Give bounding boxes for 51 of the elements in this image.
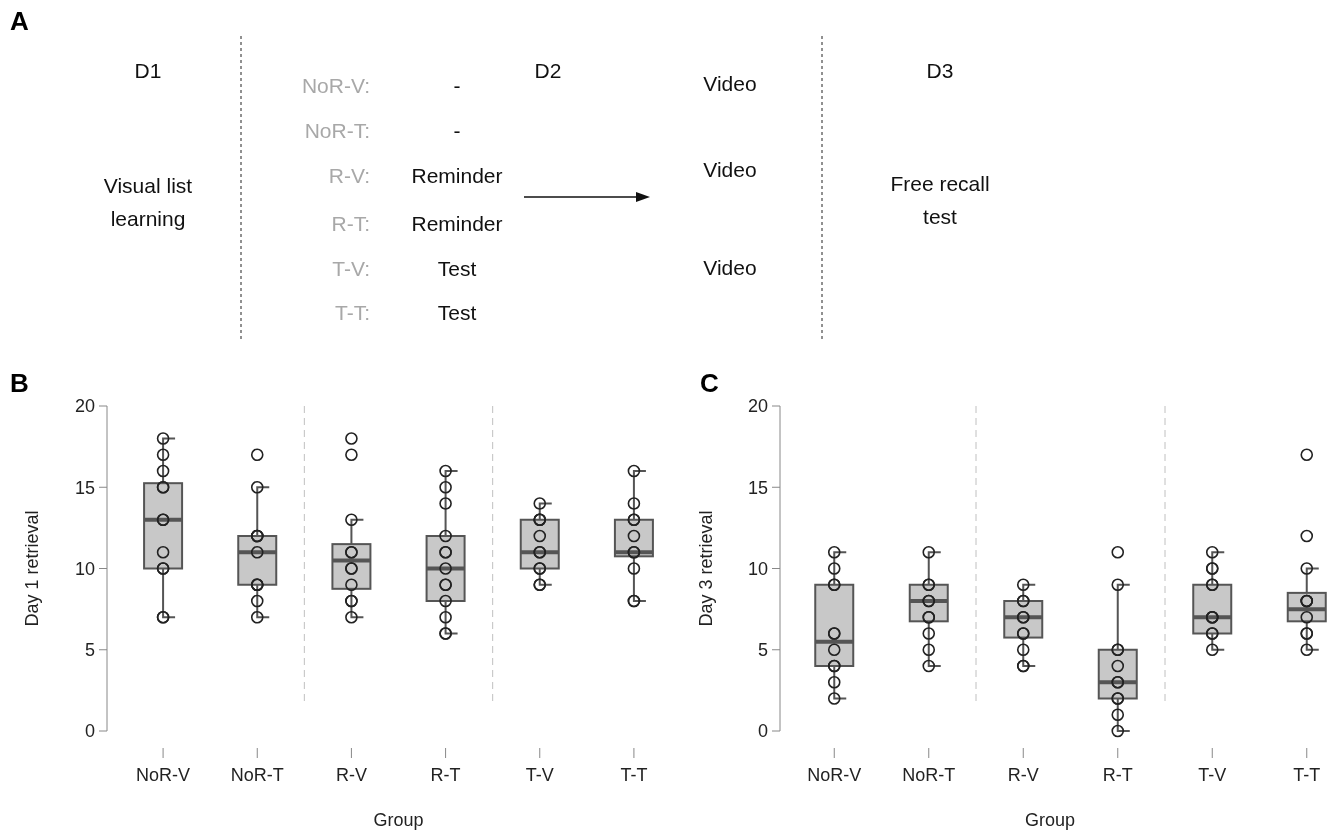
x-tick-label: NoR-V xyxy=(136,765,191,785)
x-tick-label: NoR-T xyxy=(902,765,956,785)
text: Reminder xyxy=(411,164,503,187)
y-tick-label: 10 xyxy=(74,558,95,579)
y-axis-title: Day 1 retrieval xyxy=(22,510,42,627)
x-tick-label: R-V xyxy=(335,765,367,785)
text: Test xyxy=(437,257,477,280)
x-tick-label: R-V xyxy=(1007,765,1039,785)
x-axis-title: Group xyxy=(1024,810,1076,830)
chart-title: C xyxy=(700,368,719,398)
text: D1 xyxy=(134,59,162,82)
x-tick-label: R-T xyxy=(430,765,461,785)
y-tick-label: 5 xyxy=(757,640,768,661)
text: Reminder xyxy=(411,212,503,235)
x-tick-label: T-V xyxy=(1198,765,1227,785)
text: Free recall xyxy=(890,172,990,195)
x-tick-label: R-T xyxy=(1102,765,1133,785)
y-tick-label: 15 xyxy=(74,477,95,498)
text: Video xyxy=(703,256,757,279)
text: - xyxy=(453,74,461,97)
text: R-V: xyxy=(328,164,370,187)
text: learning xyxy=(110,207,186,230)
text: A xyxy=(10,6,29,36)
y-tick-label: 20 xyxy=(74,396,95,417)
text: R-T: xyxy=(331,212,370,235)
text: Test xyxy=(437,301,477,324)
y-tick-label: 5 xyxy=(84,640,95,661)
x-tick-label: T-V xyxy=(525,765,554,785)
text: NoR-V: xyxy=(301,74,370,97)
text: Visual list xyxy=(103,174,193,197)
text: Video xyxy=(703,158,757,181)
text: T-T: xyxy=(335,301,370,324)
chart-title: B xyxy=(10,368,29,398)
y-tick-label: 20 xyxy=(747,396,768,417)
text: - xyxy=(453,119,461,142)
x-axis-title: Group xyxy=(373,810,424,830)
text: D2 xyxy=(534,59,562,82)
y-tick-label: 10 xyxy=(747,558,768,579)
y-tick-label: 0 xyxy=(84,721,95,742)
text: NoR-T: xyxy=(304,119,370,142)
text: test xyxy=(923,205,958,228)
x-tick-label: NoR-V xyxy=(807,765,862,785)
text: D3 xyxy=(926,59,954,82)
x-tick-label: T-T xyxy=(620,765,648,785)
y-tick-label: 15 xyxy=(747,477,768,498)
x-tick-label: NoR-T xyxy=(230,765,284,785)
x-tick-label: T-T xyxy=(1293,765,1321,785)
y-tick-label: 0 xyxy=(757,721,768,742)
text: Video xyxy=(703,72,757,95)
y-axis-title: Day 3 retrieval xyxy=(696,510,716,627)
text: T-V: xyxy=(332,257,370,280)
